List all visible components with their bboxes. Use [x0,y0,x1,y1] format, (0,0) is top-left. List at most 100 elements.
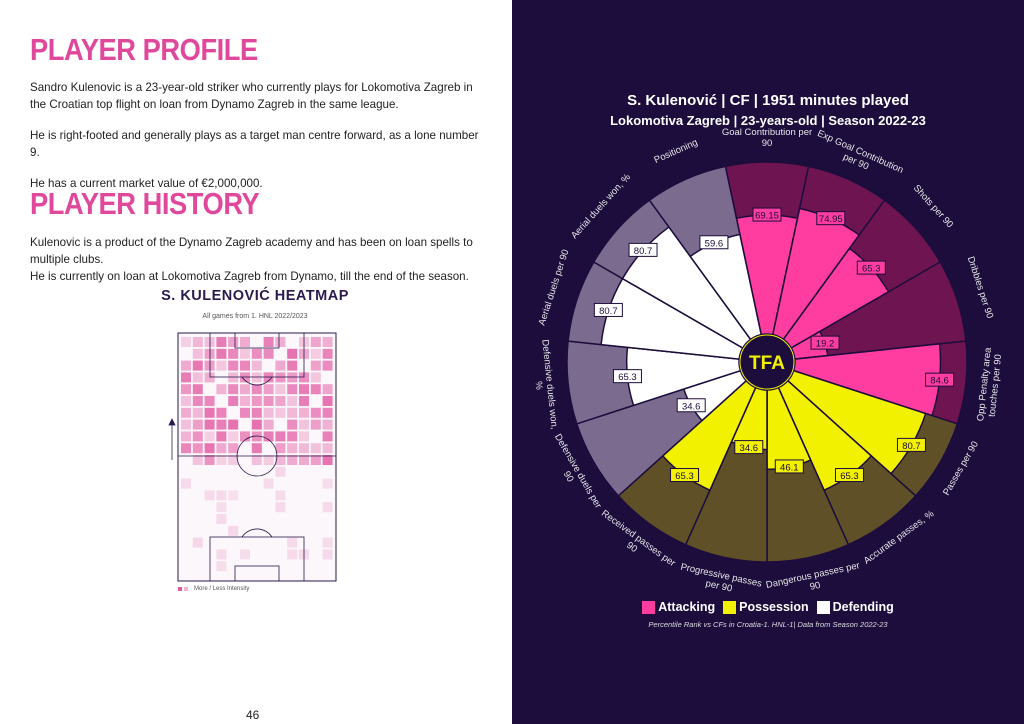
value-label: 74.95 [819,214,843,225]
heat-cell [263,348,274,359]
heat-cell [275,384,286,395]
chart-note: Percentile Rank vs CFs in Croatia-1. HNL… [648,620,888,629]
heat-cell [216,561,227,572]
value-box [734,440,764,455]
value-label: 65.3 [862,264,881,275]
value-box [816,211,846,226]
legend-label: Defending [832,600,894,614]
legend-swatch [816,600,830,614]
heat-cell [228,360,239,371]
heat-cell [181,478,191,489]
heat-cell [287,407,298,418]
heat-cell [251,407,262,418]
value-label: 80.7 [599,306,618,317]
heat-cell [216,348,227,359]
heat-cell [251,455,262,465]
heat-cell [181,443,191,454]
heat-cell [263,337,274,347]
heat-cell [322,384,333,395]
heat-cell [287,396,298,406]
heat-cell [263,455,274,465]
heat-cell [322,549,333,560]
heat-cell [263,407,274,418]
heat-cell [204,455,215,465]
heat-cell [181,419,191,430]
heat-cell [216,407,227,418]
heat-cell [299,407,309,418]
heat-cell [228,490,239,501]
value-label: 19.2 [816,339,835,350]
heat-cell [310,360,321,371]
heat-cell [263,478,274,489]
heat-cell [181,360,191,371]
heat-cell [181,431,191,442]
heat-cell [299,419,309,430]
heat-cell [287,384,298,395]
line: He is currently on loan at Lokomotiva Za… [30,270,469,283]
heat-cell [275,502,286,513]
value-label: 46.1 [780,462,799,473]
heat-cell [228,384,239,395]
heat-cell [287,431,298,442]
heat-cell [275,443,286,454]
heat-cell [216,419,227,430]
heat-cell [275,490,286,501]
heat-cell [181,396,191,406]
heat-cell [204,490,215,501]
heat-cell [310,372,321,383]
value-box [834,468,864,483]
paragraph: He is right-footed and generally plays a… [30,129,479,159]
legend-item: Defending [816,600,894,614]
heat-cell [287,360,298,371]
heat-cell [287,419,298,430]
heat-cell [192,407,203,418]
heat-cell [322,407,333,418]
heatmap-subtitle: All games from 1. HNL 2022/2023 [202,313,308,320]
chart-subtitle: Lokomotiva Zagreb | 23-years-old | Seaso… [610,113,926,128]
heat-cell [310,455,321,465]
heat-cell [216,490,227,501]
heat-cell [228,396,239,406]
heat-cell [299,396,309,406]
heatmap-title: S. KULENOVIĆ HEATMAP [161,288,349,304]
left-page: PLAYER PROFILE Sandro Kulenovic is a 23-… [30,32,479,722]
heat-cell [322,455,333,465]
value-label: 84.6 [930,376,949,387]
heat-cell [192,348,203,359]
heat-cell [192,384,203,395]
heat-cell [216,549,227,560]
value-box [896,437,926,452]
legend-label: Possession [739,600,809,614]
heat-cell [204,431,215,442]
legend-swatch [184,587,188,591]
heat-cell [240,407,250,418]
heat-cell [216,455,227,465]
heat-cell [192,360,203,371]
value-box [676,398,706,413]
heat-cell [216,337,227,347]
heat-cell [192,537,203,548]
heat-cell [322,502,333,513]
heat-cell [251,384,262,395]
heat-cell [228,419,239,430]
profile-heading: PLAYER PROFILE [30,32,258,67]
heat-cell [216,502,227,513]
value-box [593,302,623,317]
heat-cell [322,478,333,489]
heat-cell [240,384,250,395]
value-box [628,242,658,257]
heat-cell [322,337,333,347]
heat-cell [216,384,227,395]
pizza-chart: 69.15 74.95 65.3 19.2 84.6 80.7 65.3 46.1 34.6 65… [566,161,968,563]
heat-cell [204,443,215,454]
heat-cell [240,337,250,347]
logo-text: TFA [749,353,785,374]
heat-cell [204,419,215,430]
heat-cell [228,455,239,465]
heat-cell [275,396,286,406]
heat-cell [216,431,227,442]
heat-cell [263,431,274,442]
heat-cell [192,443,203,454]
heat-cell [322,396,333,406]
